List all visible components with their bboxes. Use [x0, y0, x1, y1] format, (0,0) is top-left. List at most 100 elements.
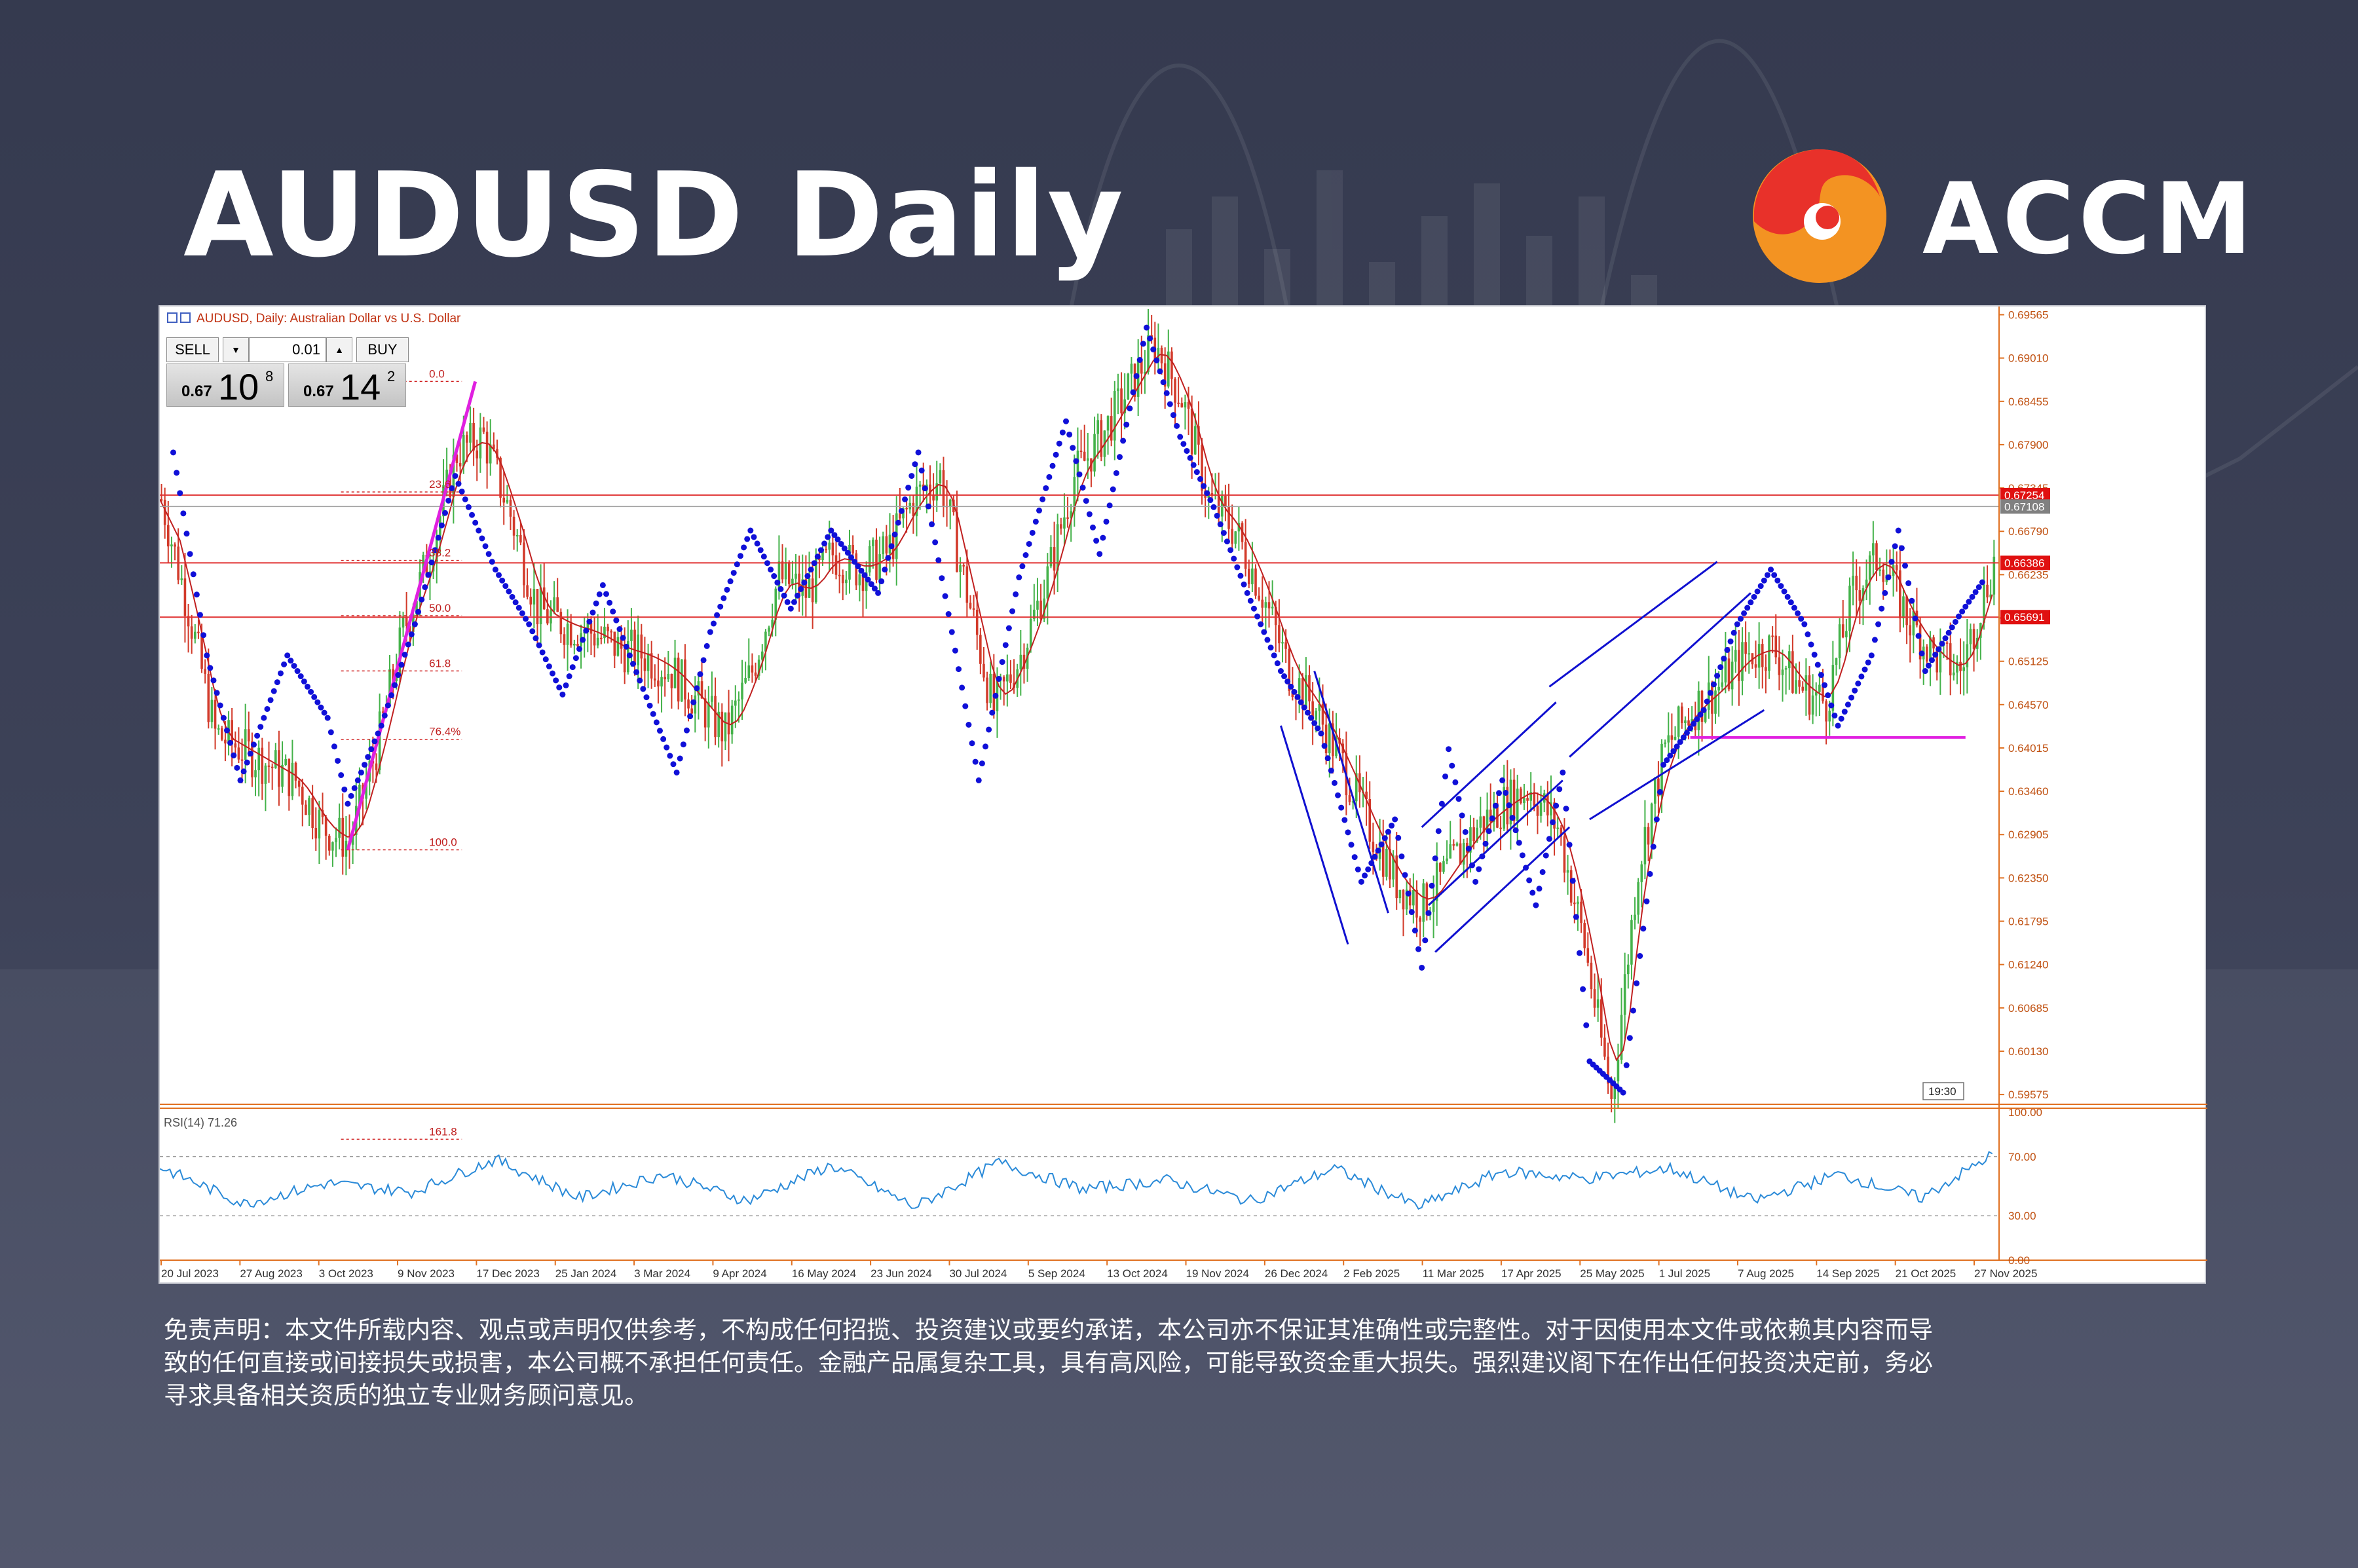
candle-body	[338, 817, 341, 838]
candle-body	[1774, 635, 1778, 658]
sar-dot	[1408, 909, 1415, 916]
candle-body	[375, 763, 378, 770]
sar-dot	[1174, 422, 1180, 429]
candle-body	[1365, 791, 1368, 799]
sar-dot	[411, 621, 418, 627]
candle-body	[170, 544, 173, 547]
candle-body	[630, 629, 633, 641]
lot-decrease-icon[interactable]: ▼	[223, 337, 249, 362]
sar-dot	[754, 540, 760, 547]
chart-window[interactable]: 0.695650.690100.684550.679000.673450.667…	[159, 305, 2207, 1285]
candle-body	[251, 741, 253, 777]
sar-dot	[1781, 588, 1787, 595]
candle-body	[1258, 595, 1260, 600]
sar-dot	[1127, 405, 1133, 412]
sar-dot	[979, 760, 985, 767]
channel-line	[1548, 561, 1718, 688]
sar-dot	[1207, 497, 1214, 504]
sar-dot	[1939, 641, 1945, 647]
candle-body	[1882, 569, 1885, 582]
candle-body	[1469, 827, 1472, 853]
sar-dot	[1553, 802, 1560, 809]
sar-dot	[1455, 796, 1462, 802]
sar-dot	[438, 522, 445, 529]
sar-dot	[727, 578, 734, 585]
candle-body	[1244, 542, 1247, 569]
candle-body	[596, 637, 599, 646]
candle-body	[408, 626, 411, 632]
candle-body	[754, 672, 757, 676]
candle-body	[1503, 787, 1505, 829]
sar-dot	[935, 557, 942, 563]
sar-dot	[777, 586, 784, 592]
buy-quote[interactable]: 0.67 14 2	[288, 364, 406, 407]
sar-dot	[1664, 757, 1670, 764]
candle-body	[1784, 668, 1787, 670]
sar-dot	[566, 673, 572, 680]
sar-dot	[1630, 1007, 1636, 1014]
disclaimer-line-1: 免责声明：本文件所载内容、观点或声明仅供参考，不构成任何招揽、投资建议或要约承诺…	[164, 1316, 1933, 1344]
sar-dot	[1036, 507, 1043, 513]
sar-dot	[462, 496, 468, 502]
buy-button[interactable]: BUY	[356, 337, 409, 362]
sar-dot	[1727, 638, 1734, 644]
candle-body	[341, 817, 345, 857]
sar-dot	[445, 497, 452, 504]
sell-quote[interactable]: 0.67 10 8	[166, 364, 284, 407]
candle-body	[1455, 843, 1459, 846]
sar-dot	[405, 641, 411, 648]
candle-body	[1560, 827, 1563, 837]
sell-button[interactable]: SELL	[166, 337, 219, 362]
sar-dot	[982, 743, 989, 750]
sar-dot	[1972, 589, 1979, 595]
candle-body	[861, 574, 865, 591]
sar-dot	[384, 702, 391, 709]
candle-body	[1577, 901, 1579, 905]
sar-dot	[563, 682, 569, 688]
candle-body	[519, 534, 522, 543]
sar-dot	[613, 617, 620, 624]
sar-dot	[1626, 1035, 1633, 1041]
sar-dot	[284, 652, 291, 659]
sar-dot	[1217, 521, 1224, 528]
candle-body	[741, 682, 743, 700]
sar-dot	[277, 670, 284, 677]
sar-dot	[1925, 662, 1932, 669]
price-label-box	[2000, 555, 2050, 570]
time-tick-label: 5 Sep 2024	[1028, 1267, 1085, 1280]
candle-body	[523, 542, 525, 586]
candle-body	[1493, 803, 1495, 823]
time-tick-label: 25 Jan 2024	[555, 1267, 617, 1280]
candle-body	[462, 435, 465, 467]
candle-body	[855, 553, 858, 586]
fib-level-label: 61.8	[429, 657, 451, 669]
sar-dot	[1116, 454, 1123, 460]
candle-body	[267, 765, 271, 767]
sar-dot	[261, 715, 267, 721]
sar-dot	[1902, 563, 1909, 569]
candle-body	[234, 743, 237, 748]
candle-body	[174, 544, 176, 547]
sar-dot	[643, 694, 650, 701]
sar-dot	[1103, 518, 1110, 525]
sar-dot	[1355, 866, 1361, 872]
sar-dot	[331, 743, 337, 750]
sar-dot	[1079, 484, 1086, 491]
price-chart[interactable]: 0.695650.690100.684550.679000.673450.667…	[160, 307, 2207, 1285]
candle-body	[1298, 678, 1301, 700]
candle-body	[190, 626, 193, 639]
sar-dot	[1667, 753, 1674, 759]
candle-body	[1039, 601, 1042, 620]
sar-dot	[506, 588, 512, 595]
sar-dot	[918, 467, 925, 474]
candle-body	[509, 500, 512, 517]
sar-dot	[1539, 868, 1546, 875]
sar-dot	[1264, 637, 1271, 643]
sar-dot	[1512, 827, 1519, 834]
candle-body	[834, 555, 838, 575]
sar-dot	[1415, 946, 1422, 952]
sar-dot	[1197, 476, 1203, 482]
sar-dot	[297, 673, 304, 680]
lot-increase-icon[interactable]: ▲	[326, 337, 352, 362]
lot-size-input[interactable]: 0.01	[249, 337, 326, 362]
